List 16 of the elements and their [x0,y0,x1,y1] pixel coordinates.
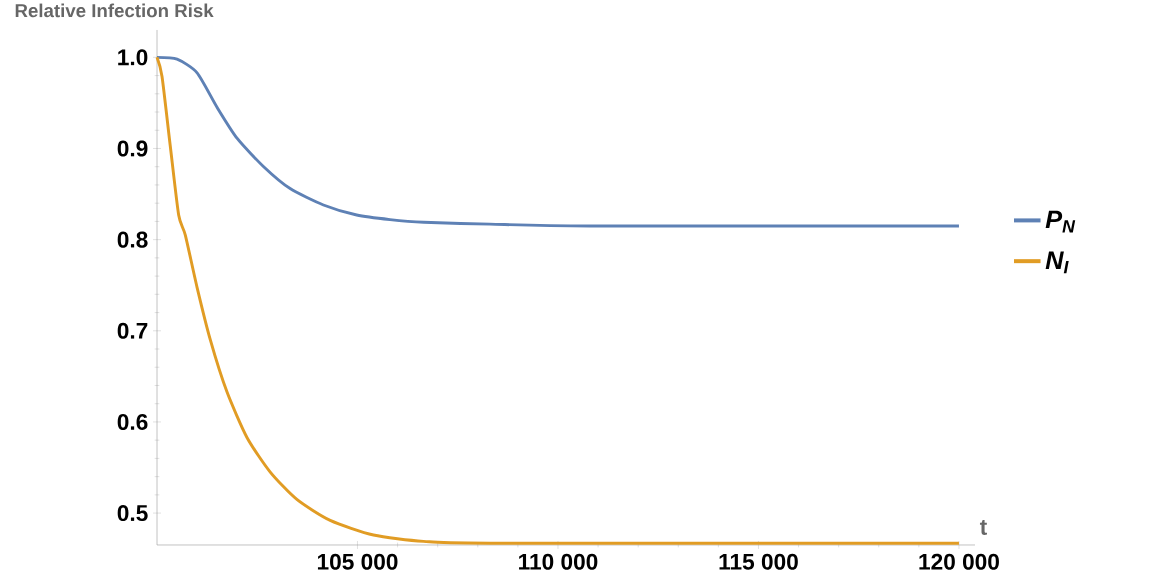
x-tick-label: 115 000 [719,553,798,570]
legend-label: N$_{I}$ [1045,251,1069,274]
line-series [155,55,961,545]
y-tick-label: 0.8 [117,231,148,248]
x-tick-label: 110 000 [519,553,598,570]
legend-label: P$_{N}$ [1045,210,1076,233]
y-tick-label: 0.6 [117,413,148,430]
line-series [155,55,961,228]
x-axis-title: t [979,519,987,535]
y-tick-label: 0.9 [117,140,148,157]
y-tick-label: 0.5 [117,505,148,522]
y-tick-label: 1.0 [118,49,148,66]
x-tick-label: 105 000 [317,553,398,570]
chart-title: Relative Infection Risk [15,3,214,18]
x-tick-label: 120 000 [919,553,999,570]
y-tick-label: 0.7 [117,322,148,339]
